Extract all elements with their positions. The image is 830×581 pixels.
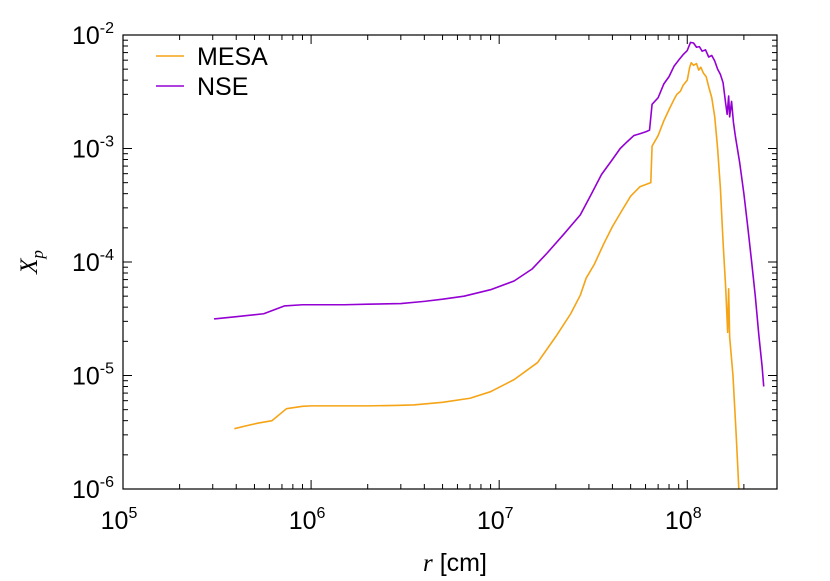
y-tick-label: 10-2 — [72, 20, 114, 50]
axis-ticks — [122, 34, 778, 490]
x-tick-label: 106 — [289, 505, 326, 535]
x-tick-label: 107 — [477, 505, 514, 535]
y-tick-label: 10-4 — [72, 247, 114, 277]
x-axis-label: r [cm] — [423, 549, 487, 577]
y-axis-label: Xp — [16, 250, 47, 275]
y-tick-label: 10-3 — [72, 134, 114, 164]
legend-label-mesa: MESA — [197, 43, 268, 71]
series-group — [214, 41, 765, 489]
series-line-mesa — [234, 61, 740, 489]
x-tick-label: 108 — [665, 505, 702, 535]
plot-area: 105 106 107 108 10-6 10-5 10-4 10-3 10-2 r [cm] Xp… — [16, 20, 778, 577]
plot-frame — [122, 34, 778, 490]
x-tick-label: 105 — [101, 505, 138, 535]
legend-label-nse: NSE — [197, 73, 248, 101]
series-line-nse — [214, 41, 765, 387]
y-tick-label: 10-5 — [72, 361, 114, 391]
y-tick-label: 10-6 — [72, 474, 114, 504]
